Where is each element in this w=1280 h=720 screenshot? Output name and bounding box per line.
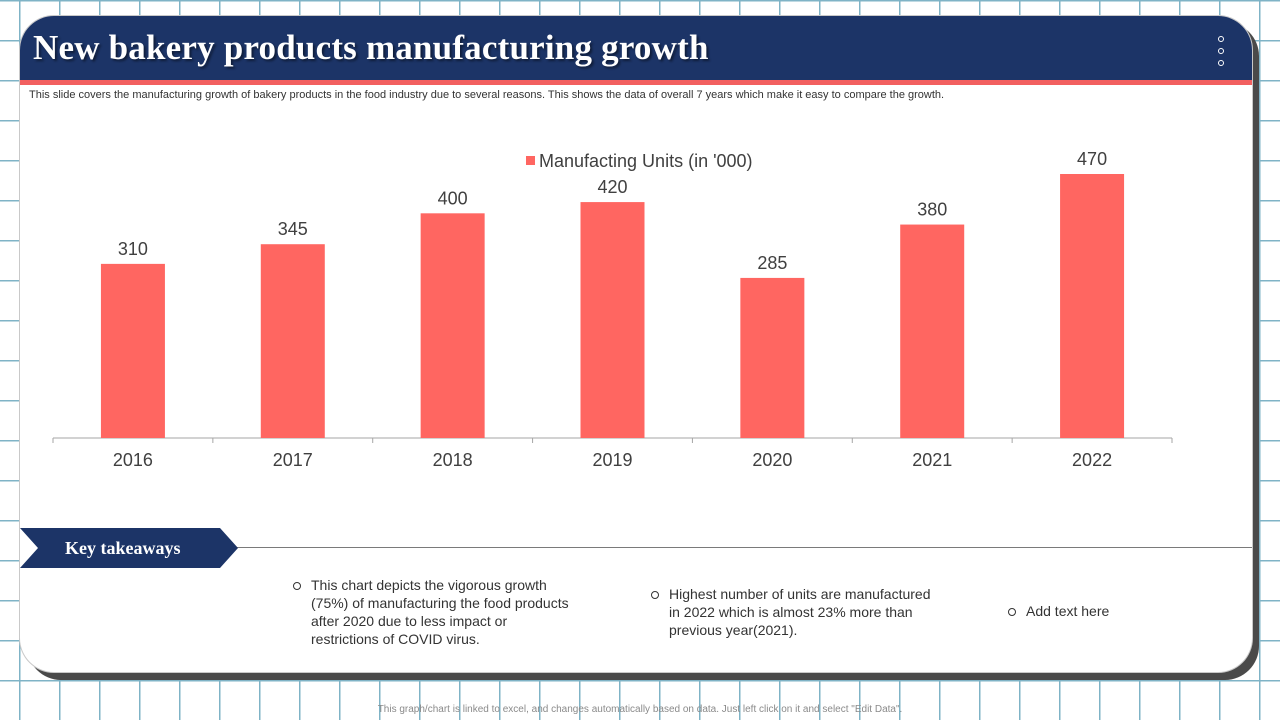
bar-2021[interactable] — [900, 224, 965, 438]
page-title: New bakery products manufacturing growth — [33, 28, 709, 67]
bullet-circle-icon — [651, 591, 659, 599]
x-tick-label-2021: 2021 — [912, 450, 952, 470]
data-label-2019: 420 — [597, 177, 627, 197]
x-tick-label-2020: 2020 — [752, 450, 792, 470]
header-accent-line — [20, 80, 1252, 85]
bar-2022[interactable] — [1060, 174, 1125, 438]
data-label-2018: 400 — [438, 188, 468, 208]
data-label-2017: 345 — [278, 219, 308, 239]
x-tick-label-2019: 2019 — [592, 450, 632, 470]
more-options-icon[interactable] — [1216, 36, 1226, 66]
x-tick-label-2016: 2016 — [113, 450, 153, 470]
bar-2020[interactable] — [740, 277, 805, 438]
bullet-circle-icon — [1008, 608, 1016, 616]
data-label-2016: 310 — [118, 239, 148, 259]
x-tick-label-2022: 2022 — [1072, 450, 1112, 470]
legend-swatch — [526, 156, 535, 165]
bar-2018[interactable] — [420, 213, 485, 438]
header-bar: New bakery products manufacturing growth — [20, 16, 1252, 80]
takeaways-divider — [230, 547, 1252, 548]
footer-note: This graph/chart is linked to excel, and… — [377, 704, 903, 715]
bar-2016[interactable] — [100, 263, 165, 438]
bar-2017[interactable] — [260, 244, 325, 438]
slide-subtitle: This slide covers the manufacturing grow… — [29, 89, 945, 101]
slide-card: New bakery products manufacturing growth… — [20, 16, 1252, 672]
x-tick-label-2017: 2017 — [273, 450, 313, 470]
takeaways-tag — [20, 528, 238, 568]
takeaway-item[interactable]: Add text here — [1008, 602, 1176, 620]
takeaways-label: Key takeaways — [65, 538, 181, 558]
takeaway-item: Highest number of units are manufactured… — [651, 585, 931, 639]
data-label-2021: 380 — [917, 200, 947, 220]
x-tick-label-2018: 2018 — [433, 450, 473, 470]
data-label-2022: 470 — [1077, 149, 1107, 169]
data-label-2020: 285 — [757, 253, 787, 273]
bar-chart[interactable]: Manufacting Units (in '000) 310 2016 345 201… — [20, 116, 1252, 496]
bar-2019[interactable] — [580, 202, 645, 438]
takeaway-item: This chart depicts the vigorous growth (… — [293, 576, 573, 648]
legend-label: Manufacting Units (in '000) — [539, 151, 753, 171]
bullet-circle-icon — [293, 582, 301, 590]
